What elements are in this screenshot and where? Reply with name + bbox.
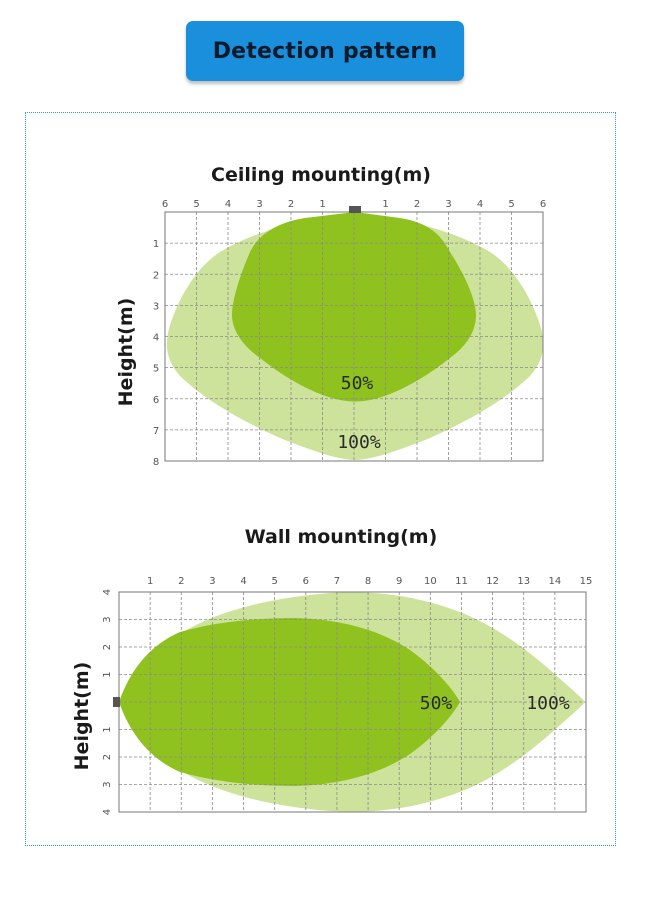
wall-x-tick: 7: [334, 576, 340, 587]
ceiling-x-tick: 6: [540, 199, 546, 210]
wall-y-tick: 1: [102, 726, 113, 732]
ceiling-y-tick: 7: [153, 426, 159, 437]
wall-x-tick: 2: [178, 576, 184, 587]
header-title: Detection pattern: [212, 38, 438, 64]
content-frame: [25, 112, 616, 846]
wall-x-tick: 3: [209, 576, 215, 587]
wall-y-tick: 3: [102, 616, 113, 622]
ceiling-y-tick: 1: [153, 239, 159, 250]
wall-y-tick: 1: [102, 671, 113, 677]
wall-x-tick: 5: [271, 576, 277, 587]
ceiling-x-tick: 3: [256, 199, 262, 210]
wall-x-tick: 9: [396, 576, 402, 587]
wall-x-tick: 15: [580, 576, 593, 587]
wall-x-tick: 11: [455, 576, 468, 587]
ceiling-title: Ceiling mounting(m): [211, 164, 431, 186]
wall-x-tick: 8: [365, 576, 371, 587]
ceiling-y-tick: 6: [153, 395, 159, 406]
wall-y-tick: 2: [102, 754, 113, 760]
ceiling-y-tick: 5: [153, 364, 159, 375]
ceiling-x-tick: 6: [162, 199, 168, 210]
ceiling-x-tick: 1: [382, 199, 388, 210]
ceiling-x-tick: 4: [477, 199, 483, 210]
wall-y-tick: 4: [102, 809, 113, 815]
ceiling-x-tick: 2: [288, 199, 294, 210]
wall-label-50: 50%: [420, 693, 453, 714]
wall-ylabel: Height(m): [71, 662, 93, 771]
header-badge: Detection pattern: [186, 21, 464, 81]
ceiling-x-tick: 1: [319, 199, 325, 210]
ceiling-x-tick: 5: [193, 199, 199, 210]
ceiling-y-tick: 8: [153, 457, 159, 468]
wall-title: Wall mounting(m): [245, 526, 438, 548]
wall-label-100: 100%: [526, 693, 570, 714]
ceiling-label-100: 100%: [337, 432, 381, 453]
wall-x-tick: 1: [147, 576, 153, 587]
wall-y-tick: 2: [102, 644, 113, 650]
wall-sensor: [113, 697, 120, 707]
wall-y-tick: 4: [102, 589, 113, 595]
wall-x-tick: 12: [486, 576, 499, 587]
wall-y-tick: 3: [102, 781, 113, 787]
ceiling-x-tick: 3: [445, 199, 451, 210]
ceiling-x-tick: 5: [508, 199, 514, 210]
ceiling-y-tick: 2: [153, 270, 159, 281]
wall-x-tick: 4: [240, 576, 246, 587]
wall-x-tick: 6: [303, 576, 309, 587]
wall-x-tick: 14: [548, 576, 561, 587]
ceiling-sensor: [349, 206, 361, 213]
ceiling-diagram: 6 5 4 3 2 1 1 2 3 4 5 6 1 2 3 4 5 6 7 8 50% 100%: [153, 199, 546, 468]
ceiling-ylabel: Height(m): [115, 298, 137, 407]
wall-x-tick: 10: [424, 576, 437, 587]
ceiling-inner-zone: [232, 212, 476, 402]
ceiling-x-tick: 4: [225, 199, 231, 210]
ceiling-x-tick: 2: [414, 199, 420, 210]
wall-x-tick: 13: [517, 576, 530, 587]
ceiling-y-tick: 4: [153, 333, 159, 344]
ceiling-y-tick: 3: [153, 301, 159, 312]
ceiling-label-50: 50%: [341, 373, 374, 394]
